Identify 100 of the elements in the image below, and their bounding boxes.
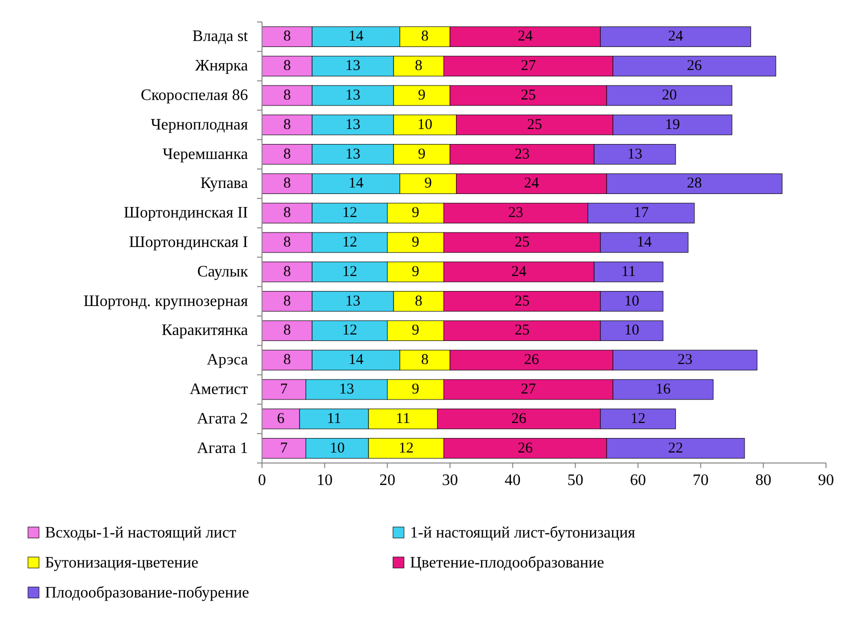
- x-tick-label: 10: [316, 472, 333, 489]
- data-label: 16: [656, 382, 672, 398]
- legend-label: Бутонизация-цветение: [45, 554, 198, 572]
- data-label: 11: [621, 264, 636, 280]
- data-label: 13: [345, 88, 360, 104]
- data-label: 8: [283, 264, 291, 280]
- data-label: 23: [514, 146, 530, 162]
- data-label: 12: [630, 410, 646, 427]
- data-label: 14: [636, 234, 652, 250]
- y-tick-label: Шортондинская I: [129, 234, 248, 251]
- y-tick-label: Аметист: [190, 381, 248, 398]
- data-label: 8: [283, 234, 291, 250]
- y-tick-label: Влада st: [192, 28, 249, 46]
- data-label: 24: [511, 264, 527, 280]
- y-tick-label: Шортондинская II: [124, 204, 248, 222]
- data-label: 27: [520, 58, 536, 74]
- x-tick-label: 90: [818, 472, 834, 489]
- data-label: 8: [421, 352, 429, 368]
- legend-label: Плодообразование-побурение: [45, 584, 250, 602]
- data-label: 11: [326, 410, 342, 427]
- data-label: 25: [514, 234, 530, 250]
- y-tick-label: Жнярка: [195, 58, 248, 75]
- y-tick-label: Саулык: [197, 263, 248, 280]
- data-label: 24: [668, 28, 684, 45]
- data-label: 14: [348, 352, 364, 368]
- data-label: 12: [342, 264, 358, 280]
- data-label: 26: [511, 410, 527, 427]
- data-label: 9: [412, 382, 420, 398]
- data-label: 24: [518, 28, 534, 45]
- legend-label: Всходы-1-й настоящий лист: [45, 524, 236, 542]
- data-label: 8: [283, 205, 291, 222]
- data-label: 13: [627, 146, 642, 162]
- x-tick-label: 70: [692, 472, 709, 489]
- data-label: 9: [412, 264, 420, 280]
- y-tick-label: Агата 2: [196, 410, 248, 428]
- x-tick-label: 0: [258, 472, 266, 489]
- data-label: 10: [624, 293, 640, 310]
- data-label: 9: [412, 322, 420, 339]
- y-tick-label: Арэса: [206, 352, 248, 369]
- data-label: 8: [283, 88, 291, 104]
- data-label: 14: [348, 28, 364, 45]
- data-label: 19: [664, 116, 680, 133]
- data-label: 9: [412, 234, 420, 250]
- data-label: 25: [514, 293, 530, 310]
- y-tick-label: Скороспелая 86: [140, 87, 248, 104]
- data-label: 25: [514, 322, 530, 339]
- y-tick-label: Каракитянка: [162, 322, 248, 340]
- data-label: 13: [345, 146, 360, 162]
- data-label: 8: [283, 176, 291, 192]
- data-label: 22: [668, 440, 684, 456]
- data-label: 11: [396, 410, 410, 427]
- data-label: 8: [283, 116, 291, 133]
- data-label: 13: [345, 293, 360, 310]
- data-label: 12: [342, 205, 358, 222]
- data-label: 8: [283, 293, 291, 310]
- data-label: 17: [634, 205, 650, 222]
- data-label: 8: [283, 322, 291, 339]
- legend-label: Цветение-плодообразование: [410, 554, 604, 572]
- legend-label: 1-й настоящий лист-бутонизация: [410, 524, 636, 542]
- x-tick-label: 20: [379, 472, 396, 489]
- data-label: 9: [424, 176, 432, 192]
- x-tick-label: 50: [567, 472, 584, 489]
- data-label: 8: [421, 28, 429, 45]
- data-label: 9: [412, 205, 420, 222]
- data-label: 8: [283, 146, 291, 162]
- data-label: 25: [527, 116, 542, 133]
- data-label: 14: [348, 176, 364, 192]
- data-label: 6: [277, 410, 286, 427]
- y-tick-label: Купава: [200, 175, 248, 192]
- data-label: 20: [662, 88, 677, 104]
- y-tick-label: Черноплодная: [150, 116, 249, 134]
- data-label: 9: [418, 88, 426, 104]
- data-label: 26: [518, 440, 534, 456]
- data-label: 27: [520, 382, 536, 398]
- data-label: 28: [686, 176, 702, 192]
- data-label: 10: [330, 440, 345, 456]
- x-tick-label: 40: [504, 472, 521, 489]
- data-label: 7: [280, 382, 288, 398]
- x-tick-label: 30: [442, 472, 458, 489]
- data-label: 8: [283, 352, 291, 368]
- x-tick-label: 60: [630, 472, 646, 489]
- data-label: 26: [524, 352, 540, 368]
- data-label: 10: [417, 116, 432, 133]
- data-label: 25: [520, 88, 536, 104]
- data-label: 12: [398, 440, 414, 456]
- data-label: 8: [283, 28, 291, 45]
- x-tick-label: 80: [755, 472, 772, 489]
- data-label: 7: [280, 440, 288, 456]
- data-label: 26: [686, 58, 702, 74]
- data-label: 23: [508, 205, 524, 222]
- data-label: 12: [342, 322, 358, 339]
- data-label: 10: [624, 322, 640, 339]
- y-tick-label: Шортонд. крупнозерная: [83, 292, 249, 310]
- data-label: 8: [414, 293, 422, 310]
- data-label: 9: [418, 146, 426, 162]
- data-label: 13: [339, 382, 354, 398]
- data-label: 13: [345, 58, 360, 74]
- data-label: 13: [345, 116, 360, 133]
- data-label: 12: [342, 234, 358, 250]
- data-label: 8: [283, 58, 291, 74]
